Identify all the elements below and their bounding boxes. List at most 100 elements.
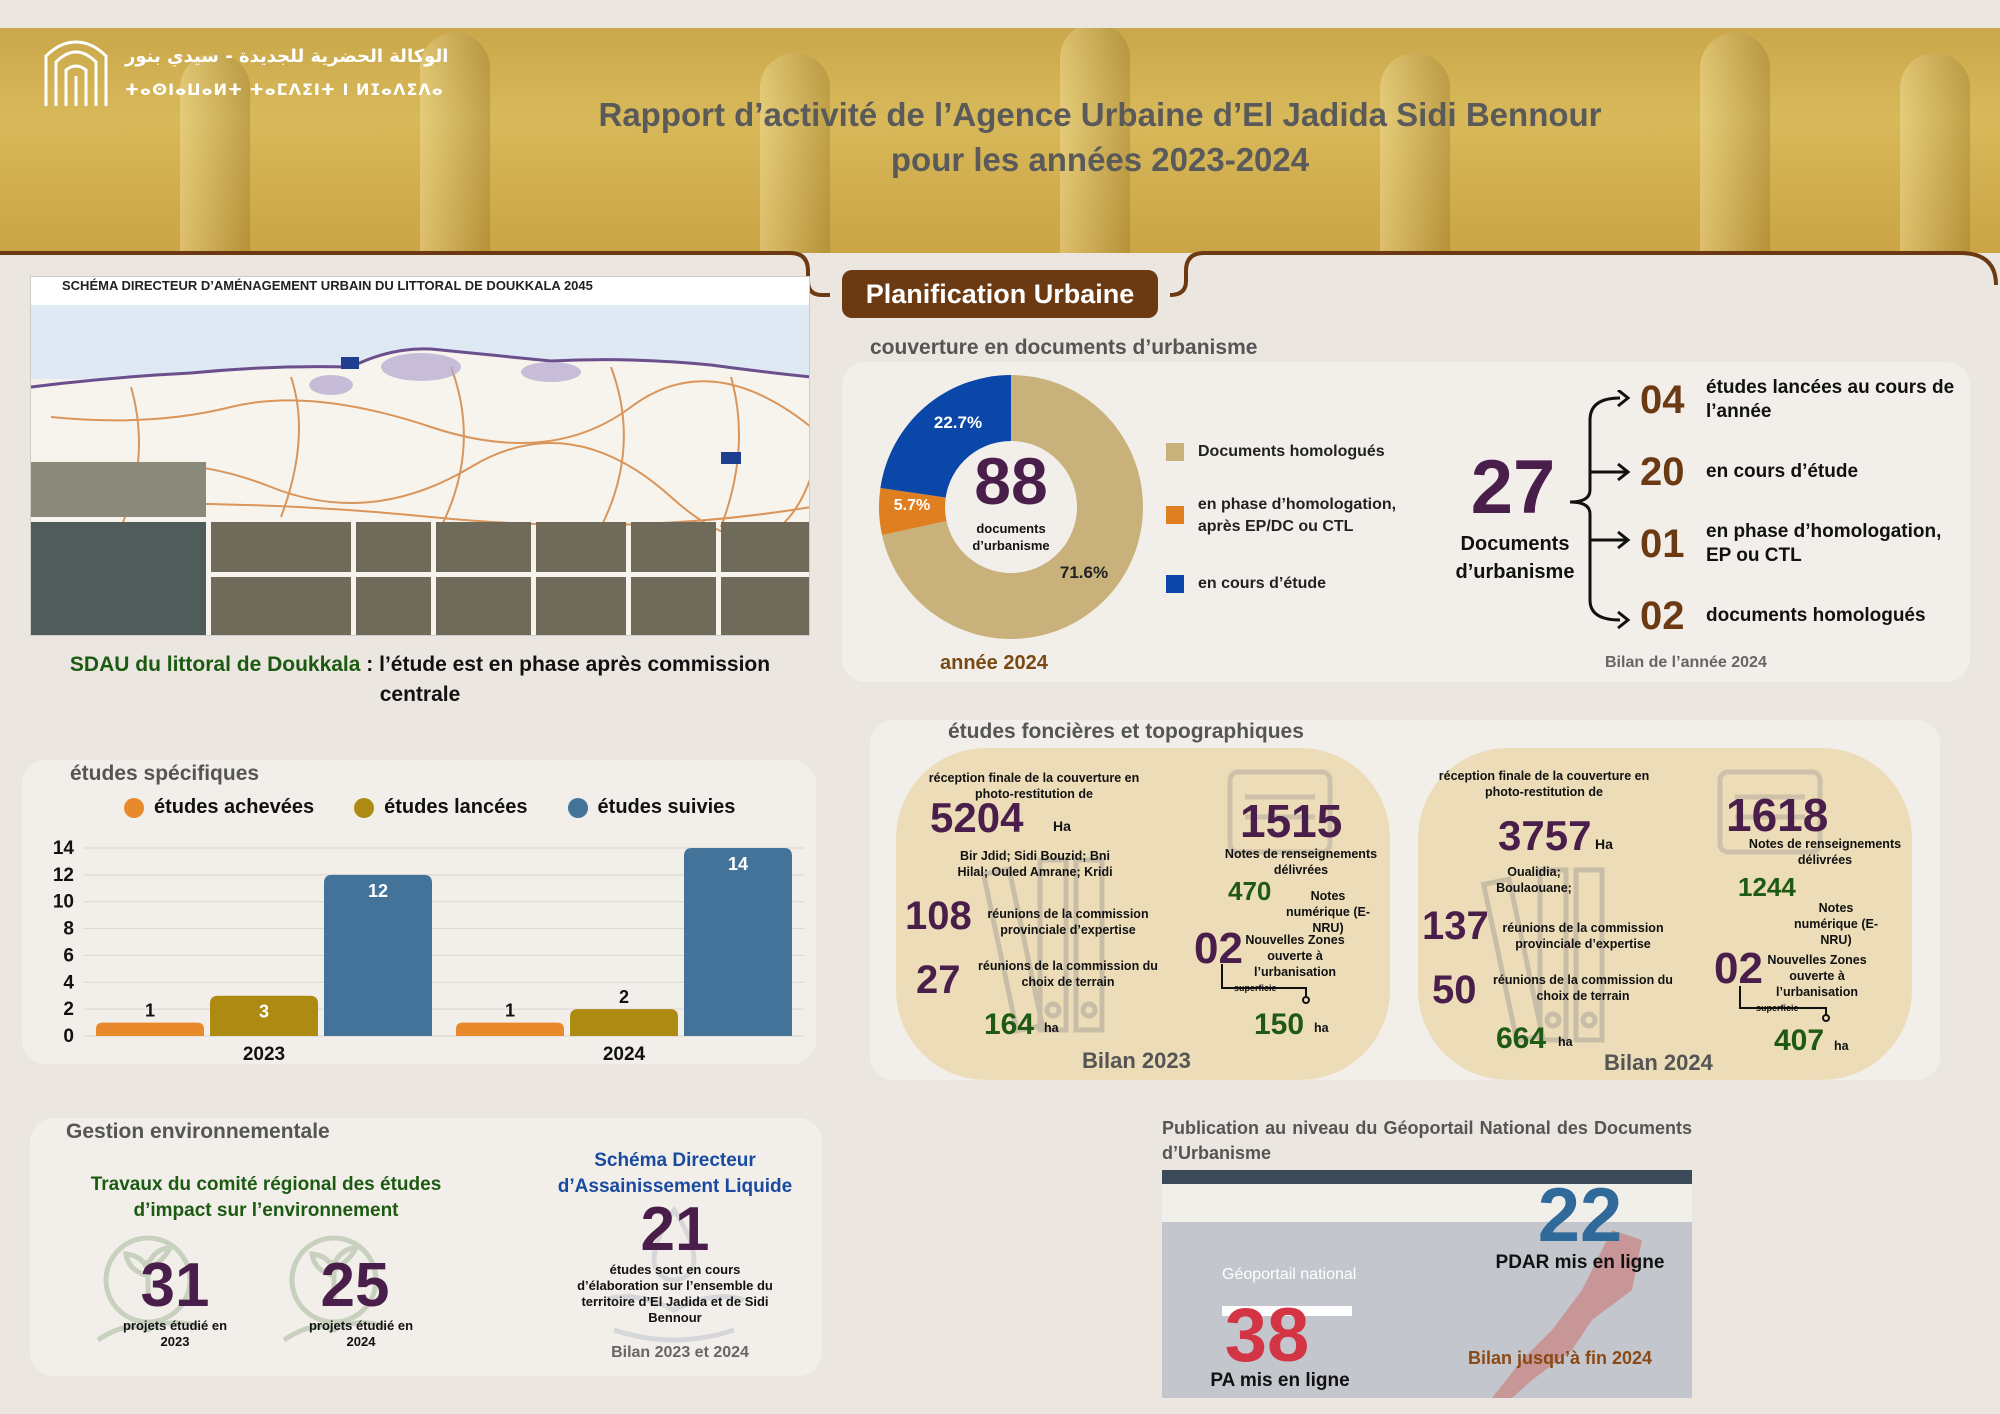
geoportail-title: Publication au niveau du Géoportail Nati… [1162, 1118, 1692, 1163]
sdal-count: 21 [640, 1195, 710, 1264]
notes-label-2024: Notes de renseignements délivrées [1748, 837, 1902, 867]
agency-name-tifinagh: ⵜⴰⵙⵏⴰⵡⴰⵍⵜ ⵜⴰⵎⴷⵉⵏⵜ ⵏ ⵍⵊⴰⴷⵉⴷⴰ [125, 80, 444, 99]
x-category-label: 2023 [243, 1044, 285, 1065]
arch-decoration [1060, 28, 1130, 253]
bilan-2023-label: Bilan 2023 [1082, 1048, 1191, 1073]
legend-label: études suivies [597, 796, 736, 818]
notes-2023: 1515 [1240, 795, 1343, 847]
legend-label: en phase d’homologation, après EP/DC ou … [1197, 496, 1397, 535]
reunions-choix-label-2023: réunions de la commission du choix de te… [978, 959, 1158, 989]
legend-swatch [1166, 506, 1184, 524]
chart-legend-item: études achevées [124, 796, 314, 819]
reunions-prov-label-2024: réunions de la commission provinciale d’… [1502, 921, 1664, 951]
plant-icon [96, 1235, 199, 1343]
bilan-2024-label: Bilan 2024 [1604, 1050, 1713, 1075]
coverage-legend: Documents homologués en phase d’homologa… [1166, 440, 1426, 596]
pdar-label: PDAR mis en ligne [1495, 1252, 1665, 1273]
slice-label-en-cours: 22.7% [934, 413, 982, 432]
photo-places-2024: Oualidia; Boulaouane; [1496, 865, 1572, 895]
slice-label-phase: 5.7% [894, 497, 930, 514]
donut-slice-phase [879, 487, 1011, 535]
y-tick-label: 0 [63, 1026, 74, 1047]
arch-decoration [1380, 53, 1450, 253]
legend-label: en cours d’étude [1198, 575, 1327, 592]
sdal-title: Schéma Directeur d’Assainissement Liquid… [557, 1150, 793, 1197]
sdau-caption: SDAU du littoral de Doukkala : l’étude e… [30, 650, 810, 710]
reunions-prov-2023: 108 [905, 894, 972, 938]
slice-label-homologues: 71.6% [1060, 563, 1108, 582]
geoportail-portal-label: Géoportail national [1222, 1266, 1357, 1283]
chart-legend-item: études suivies [567, 796, 736, 819]
env-subtitle: Travaux du comité régional des études d’… [90, 1174, 442, 1221]
branch-text: documents homologués [1706, 605, 1926, 626]
choix-ha-unit-2023: ha [1044, 1021, 1059, 1035]
superficie-label-2024: superficie [1756, 1003, 1799, 1013]
legend-swatch [1166, 575, 1184, 593]
document-icon [1227, 769, 1333, 855]
map-title: SCHÉMA DIRECTEUR D’AMÉNAGEMENT URBAIN DU… [62, 278, 593, 293]
bar-value-label: 12 [368, 881, 388, 901]
env-title: Gestion environnementale [66, 1120, 330, 1143]
geoportail-header-strip [1162, 1184, 1692, 1222]
legend-item: en cours d’étude [1166, 572, 1426, 596]
binders-icon [1480, 867, 1605, 1044]
agency-logo [44, 40, 108, 106]
zones-label-2023: Nouvelles Zones ouverte à l’urbanisation [1245, 933, 1345, 979]
zones-2024: 02 [1714, 944, 1763, 993]
geoportail-nav-bar [1162, 1170, 1692, 1184]
morocco-map-shape [1492, 1230, 1642, 1398]
numeric-notes-label-2024: Notes numérique (E-NRU) [1793, 901, 1879, 947]
bar-value-label: 14 [728, 854, 748, 874]
docs-total: 27 [1470, 445, 1556, 530]
chart-legend-item: études lancées [354, 796, 528, 819]
header-banner [0, 28, 2000, 253]
geoportail-search-box[interactable] [1222, 1306, 1352, 1316]
legend-label: Documents homologués [1198, 443, 1385, 460]
bar-value-label: 1 [145, 1001, 155, 1021]
legend-swatch [1166, 443, 1184, 461]
reunions-choix-label-2024: réunions de la commission du choix de te… [1493, 973, 1673, 1003]
numeric-notes-label-2023: Notes numérique (E-NRU) [1285, 889, 1371, 935]
bilan-2023-panel [896, 748, 1390, 1080]
bilan-2024-panel [1418, 748, 1912, 1080]
pa-count: 38 [1224, 1293, 1310, 1378]
legend-label: études achevées [154, 796, 315, 818]
section-badge-planification: Planification Urbaine [842, 270, 1158, 318]
sdau-caption-name: SDAU du littoral de Doukkala [69, 653, 361, 676]
superficie-arrow-icon [1221, 964, 1310, 1004]
docs-label: Documents d’urbanisme [1450, 530, 1580, 586]
bar-2023-0 [96, 1022, 204, 1036]
legend-item: en phase d’homologation, après EP/DC ou … [1166, 494, 1426, 538]
y-tick-label: 6 [63, 945, 74, 966]
coverage-donut: 71.6% 5.7% 22.7% [879, 375, 1143, 639]
reunions-choix-2024: 50 [1432, 968, 1477, 1012]
env-count-2024: 25 [320, 1251, 390, 1320]
fonc-title: études foncières et topographiques [948, 720, 1304, 743]
legend-dot [354, 797, 375, 818]
branch-number: 20 [1640, 449, 1685, 494]
arch-decoration [760, 53, 830, 253]
y-tick-label: 4 [63, 972, 74, 993]
reunions-prov-2024: 137 [1422, 904, 1489, 948]
arch-decoration [1700, 33, 1770, 253]
reunions-prov-label-2023: réunions de la commission provinciale d’… [987, 907, 1149, 937]
report-title-line1: Rapport d’activité de l’Agence Urbaine d… [598, 96, 1602, 133]
photo-ha-unit-2023: Ha [1053, 818, 1071, 834]
branch-number: 02 [1640, 593, 1685, 638]
reception-label-2023: réception finale de la couverture en pho… [928, 771, 1140, 801]
arch-decoration [1900, 53, 1970, 253]
bar-2024-2 [684, 848, 792, 1036]
docs-brace [1569, 390, 1631, 630]
branch-number: 01 [1640, 521, 1685, 566]
branch-item: 02 documents homologués [1640, 588, 1960, 644]
bar-2024-0 [456, 1022, 564, 1036]
notes-2024: 1618 [1726, 789, 1829, 841]
superficie-label-2023: superficie [1234, 983, 1277, 993]
y-tick-label: 14 [53, 838, 75, 859]
photo-ha-2023: 5204 [930, 794, 1024, 841]
branch-text: en cours d’étude [1706, 461, 1859, 482]
y-tick-label: 10 [53, 892, 74, 913]
chart-title: études spécifiques [70, 762, 260, 785]
geoportail-screenshot: Géoportail national [1162, 1170, 1692, 1398]
chart-legend: études achevées études lancées études su… [124, 796, 735, 819]
